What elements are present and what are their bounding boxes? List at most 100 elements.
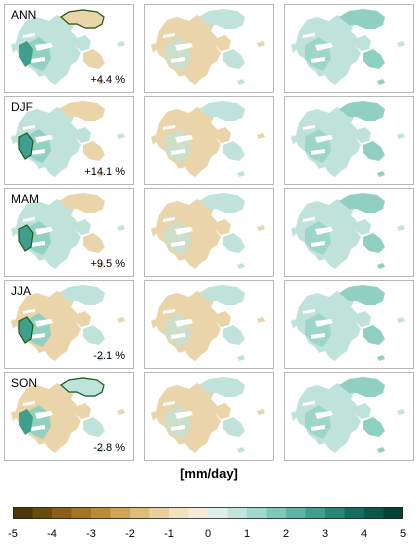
fjord: [311, 149, 325, 155]
colorbar-tick-label: 2: [282, 528, 290, 540]
island-prins: [11, 319, 17, 329]
island-nordaust: [199, 193, 245, 213]
map-panel-mam-col2: [144, 188, 274, 277]
fjord: [163, 125, 175, 130]
island-prins: [151, 319, 157, 329]
island-prins: [291, 135, 297, 145]
fjord: [303, 309, 315, 314]
map-panel-djf-col1: DJF +14.1 %: [4, 96, 134, 185]
svalbard-map: [151, 285, 265, 361]
colorbar-segment: [325, 507, 345, 519]
svalbard-map: [11, 285, 125, 361]
season-label: JJA: [11, 284, 32, 298]
colorbar-tick-label: 3: [321, 528, 329, 540]
island-edgeoya: [83, 49, 105, 69]
fjord: [175, 135, 193, 143]
island-edgeoya: [83, 325, 105, 345]
island-hope: [237, 355, 245, 361]
island-kong: [117, 317, 125, 323]
island-edgeoya: [83, 141, 105, 161]
colorbar-tick-label: -4: [47, 528, 57, 540]
colorbar-segment: [305, 507, 326, 519]
island-nordaust: [339, 9, 385, 29]
island-edgeoya: [363, 233, 385, 253]
colorbar-segment: [247, 507, 267, 519]
island-hope: [97, 355, 105, 361]
fjord: [163, 309, 175, 314]
fjord: [315, 43, 333, 51]
fjord: [23, 33, 35, 38]
colorbar-tick-label: -2: [125, 528, 135, 540]
island-barentsoya: [355, 311, 371, 327]
island-nordaust: [199, 9, 245, 29]
colorbar-tick-label: 4: [360, 528, 368, 540]
map-panel-son-col2: [144, 372, 274, 461]
fjord: [171, 425, 185, 431]
island-nordaust: [339, 285, 385, 305]
island-nordaust: [59, 101, 105, 121]
colorbar-tick-label: 1: [243, 528, 251, 540]
island-kong: [397, 133, 405, 139]
fjord: [315, 135, 333, 143]
colorbar-tick-label: -5: [8, 528, 18, 540]
colorbar-segment: [169, 507, 189, 519]
strong-wet-area: [19, 317, 33, 343]
island-hope: [377, 355, 385, 361]
island-kong: [257, 133, 265, 139]
svalbard-map: [291, 377, 405, 453]
fjord: [175, 319, 193, 327]
significance-contour: [18, 224, 34, 252]
island-edgeoya: [363, 49, 385, 69]
map-panel-jja-col3: [284, 280, 414, 369]
island-kong: [397, 41, 405, 47]
island-prins: [151, 227, 157, 237]
island-barentsoya: [75, 403, 91, 419]
svalbard-map: [291, 9, 405, 85]
island-prins: [151, 43, 157, 53]
island-barentsoya: [215, 311, 231, 327]
island-kong: [397, 225, 405, 231]
significance-contour: [18, 316, 34, 344]
svalbard-map: [11, 9, 125, 85]
colorbar-tick-label: 0: [204, 528, 212, 540]
fjord: [23, 309, 35, 314]
island-barentsoya: [355, 35, 371, 51]
fjord: [171, 149, 185, 155]
svalbard-map: [11, 101, 125, 177]
fjord: [163, 33, 175, 38]
fjord: [171, 241, 185, 247]
colorbar-units-label: [mm/day]: [180, 466, 238, 481]
colorbar-segment: [149, 507, 170, 519]
percent-change-label: -2.8 %: [93, 442, 125, 454]
percent-change-label: +4.4 %: [90, 74, 125, 86]
colorbar-segment: [110, 507, 131, 519]
strong-wet-area: [19, 409, 33, 435]
fjord: [303, 33, 315, 38]
island-barentsoya: [355, 127, 371, 143]
percent-change-label: +9.5 %: [90, 258, 125, 270]
colorbar-segment: [130, 507, 150, 519]
island-kong: [117, 41, 125, 47]
island-hope: [97, 447, 105, 453]
fjord: [311, 241, 325, 247]
fjord: [311, 333, 325, 339]
island-barentsoya: [355, 219, 371, 235]
map-panel-mam-col1: MAM +9.5 %: [4, 188, 134, 277]
colorbar-segment: [91, 507, 111, 519]
colorbar-tick-label: -1: [164, 528, 174, 540]
island-prins: [151, 411, 157, 421]
map-panel-djf-col2: [144, 96, 274, 185]
colorbar-segment: [13, 507, 33, 519]
island-prins: [291, 319, 297, 329]
island-kong: [257, 41, 265, 47]
svalbard-map: [291, 285, 405, 361]
colorbar-svg: [13, 507, 403, 519]
fjord: [35, 411, 53, 419]
island-edgeoya: [223, 141, 245, 161]
island-nordaust: [59, 285, 105, 305]
island-prins: [291, 227, 297, 237]
island-barentsoya: [355, 403, 371, 419]
colorbar-segment: [286, 507, 306, 519]
fjord: [171, 57, 185, 63]
island-hope: [97, 171, 105, 177]
